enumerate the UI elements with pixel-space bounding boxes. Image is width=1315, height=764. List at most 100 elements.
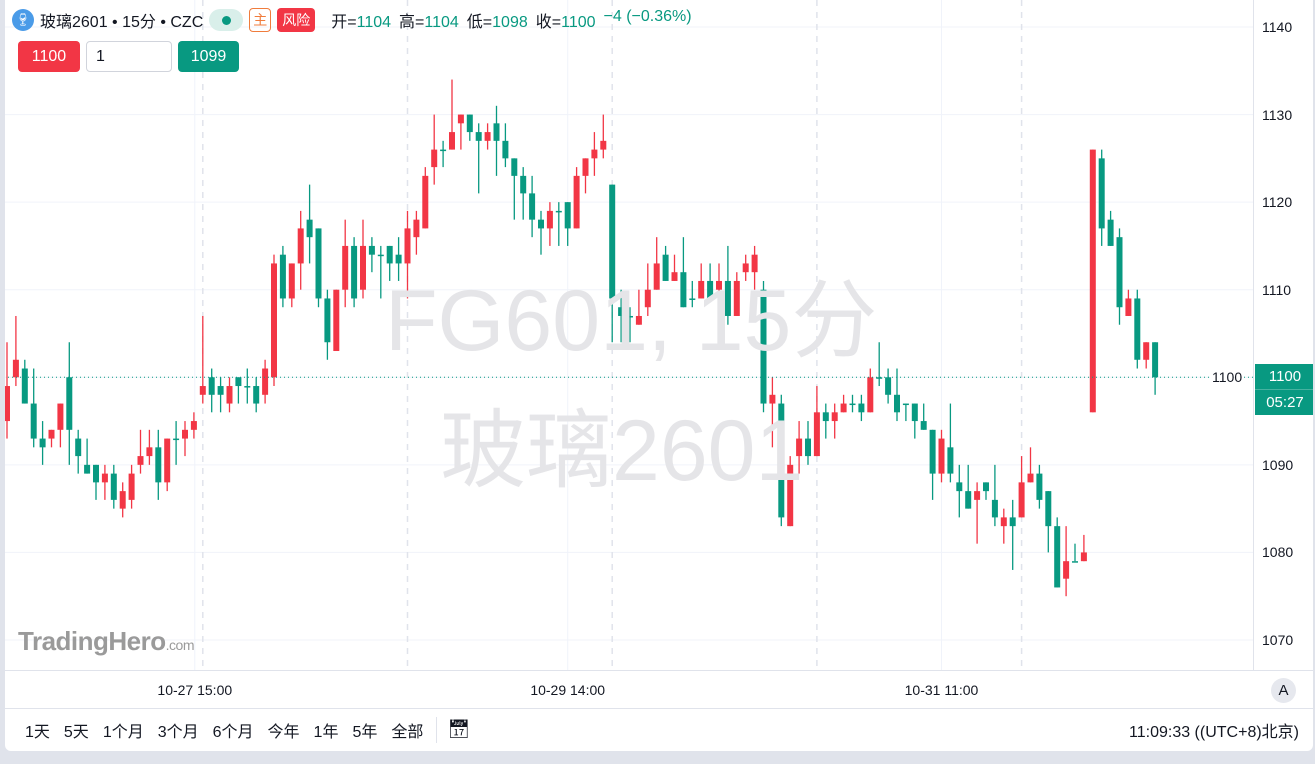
candle <box>360 219 366 299</box>
candle <box>395 237 402 281</box>
clock-timezone[interactable]: 11:09:33 ((UTC+8)北京) <box>1129 723 1299 741</box>
candle-body <box>253 386 260 404</box>
candle-body <box>911 403 918 422</box>
candle <box>555 202 562 246</box>
range-button[interactable]: 1个月 <box>102 723 144 741</box>
ohlc-open: 开=1104 <box>331 14 392 31</box>
candle <box>324 289 331 360</box>
candle <box>164 438 171 492</box>
buy-button[interactable]: 1099 <box>178 41 239 72</box>
candle-body <box>938 438 945 474</box>
candle <box>707 263 714 299</box>
candle-body <box>529 193 536 220</box>
price-axis[interactable]: 1140 1130 1120 1110 1100 1090 1080 1070 1100 05… <box>1210 0 1313 670</box>
candle <box>822 403 829 439</box>
candle-body <box>101 473 108 483</box>
candle <box>101 464 108 500</box>
quantity-input[interactable] <box>86 41 172 72</box>
symbol-title[interactable]: 玻璃2601 • 15分 • CZC <box>40 14 204 31</box>
candle <box>208 368 215 413</box>
candle <box>342 219 349 308</box>
candle <box>564 202 571 246</box>
wine-glass-icon: 🍷︎ <box>12 9 34 31</box>
candle <box>760 280 767 413</box>
calendar-arrow-icon[interactable]: 📅︎ <box>447 719 471 739</box>
range-button[interactable]: 5天 <box>63 723 89 741</box>
candle-body <box>546 210 553 229</box>
time-axis[interactable]: 10-27 15:00 10-29 14:00 10-31 11:00 A <box>5 670 1313 709</box>
candle-body <box>137 456 144 465</box>
footer-toolbar: 1天 5天 1个月 3个月 6个月 今年 1年 5年 全部 📅︎ 11:09:33 ((UTC+… <box>5 708 1313 751</box>
candle <box>1072 543 1078 563</box>
range-button[interactable]: 5年 <box>352 723 378 741</box>
ohlc-close: 收=1100 <box>535 14 596 31</box>
candle <box>698 263 705 299</box>
candle <box>30 368 37 448</box>
candle-body <box>173 438 180 441</box>
candle <box>288 263 295 308</box>
candle <box>591 132 598 176</box>
candle <box>974 482 981 544</box>
candle <box>573 167 580 229</box>
candle <box>5 342 10 439</box>
candle-body <box>680 272 687 308</box>
candle-body <box>573 175 580 229</box>
candle <box>1134 289 1141 369</box>
ohlc-high: 高=1104 <box>399 14 459 31</box>
candle <box>991 464 998 527</box>
candle <box>146 429 153 465</box>
candle <box>983 482 989 500</box>
candle <box>1080 534 1087 562</box>
candle <box>1009 499 1016 570</box>
candle-body <box>644 289 651 308</box>
candle-body <box>894 394 900 413</box>
range-button[interactable]: 3个月 <box>157 723 199 741</box>
candle <box>449 79 455 150</box>
candle <box>618 289 625 343</box>
candle <box>226 377 233 413</box>
tradinghero-logo: TradingHero.com <box>18 626 194 656</box>
candle-body <box>1089 149 1096 413</box>
sell-button[interactable]: 1100 <box>18 41 80 72</box>
price-label: 1130 <box>1262 106 1293 123</box>
candle <box>929 429 936 500</box>
candle-body <box>288 263 295 299</box>
candle <box>1054 517 1061 588</box>
candle-body <box>449 132 455 150</box>
candle <box>582 158 589 194</box>
candle-body <box>805 438 811 457</box>
candle <box>75 429 82 474</box>
candle-body <box>653 263 660 290</box>
range-button[interactable]: 全部 <box>391 723 424 741</box>
range-button[interactable]: 1年 <box>313 723 339 741</box>
auto-scale-button[interactable]: A <box>1271 678 1296 703</box>
candle <box>733 272 740 316</box>
candle <box>520 167 527 220</box>
candle-body <box>475 132 482 141</box>
candle <box>1152 342 1159 395</box>
range-button[interactable]: 1天 <box>25 723 50 741</box>
candle-body <box>902 403 909 406</box>
candle <box>609 184 616 343</box>
candle <box>1098 149 1105 246</box>
range-button[interactable]: 今年 <box>267 723 300 741</box>
candle <box>502 123 509 168</box>
price-label: 1080 <box>1262 544 1294 561</box>
candle-body <box>831 412 838 422</box>
candle-body <box>591 149 598 159</box>
candle <box>1018 456 1025 518</box>
candle-body <box>671 272 678 281</box>
candle-body <box>75 438 82 457</box>
candle-body <box>5 386 10 422</box>
candle <box>422 167 429 229</box>
main-contract-badge: 主 <box>249 8 272 32</box>
candlestick-chart[interactable] <box>5 0 1253 670</box>
candle <box>1063 526 1070 597</box>
candle-body <box>333 289 340 352</box>
candle-body <box>1027 473 1034 483</box>
candle-body <box>217 386 224 395</box>
candle <box>920 403 927 430</box>
range-button[interactable]: 6个月 <box>212 723 254 741</box>
candle-body <box>235 377 242 387</box>
candle-body <box>813 412 820 457</box>
